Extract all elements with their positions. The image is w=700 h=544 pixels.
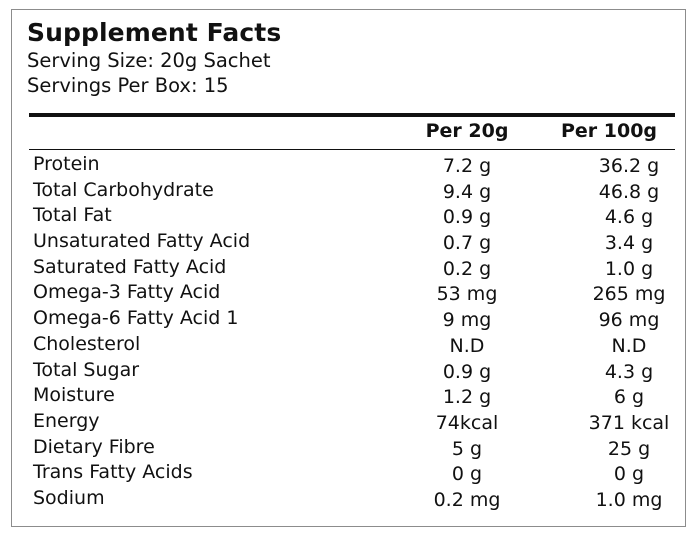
table-row: Cholesterol N.D N.D	[12, 333, 687, 359]
value-per-100g: 0 g	[613, 463, 645, 486]
table-row: Saturated Fatty Acid 0.2 g 1.0 g	[12, 256, 687, 282]
table-row: Omega-6 Fatty Acid 1 9 mg 96 mg	[12, 307, 687, 333]
nutrient-name: Omega-3 Fatty Acid	[33, 281, 221, 304]
nutrient-name: Trans Fatty Acids	[33, 461, 193, 484]
value-per-20g: 5 g	[451, 437, 483, 460]
table-row: Unsaturated Fatty Acid 0.7 g 3.4 g	[12, 230, 687, 256]
value-per-100g: 1.0 mg	[595, 488, 663, 511]
value-per-100g: 96 mg	[598, 309, 660, 332]
nutrient-name: Energy	[33, 409, 100, 432]
column-header-per-100g: Per 100g	[560, 120, 658, 142]
nutrient-name: Dietary Fibre	[33, 435, 155, 458]
nutrient-table: Protein 7.2 g 36.2 g Total Carbohydrate …	[12, 153, 687, 513]
value-per-20g: 53 mg	[436, 283, 498, 306]
table-row: Total Fat 0.9 g 4.6 g	[12, 204, 687, 230]
nutrient-name: Saturated Fatty Acid	[33, 255, 227, 278]
nutrient-name: Cholesterol	[33, 332, 141, 355]
header-thick-divider	[29, 113, 675, 117]
table-row: Moisture 1.2 g 6 g	[12, 384, 687, 410]
servings-per-box: Servings Per Box: 15	[27, 74, 229, 97]
value-per-100g: 46.8 g	[598, 180, 660, 203]
nutrient-name: Total Carbohydrate	[33, 178, 214, 201]
value-per-100g: 1.0 g	[604, 257, 654, 280]
value-per-100g: 25 g	[607, 437, 651, 460]
column-header-per-20g: Per 20g	[425, 120, 509, 142]
table-row: Total Carbohydrate 9.4 g 46.8 g	[12, 179, 687, 205]
value-per-100g: 6 g	[613, 386, 645, 409]
nutrient-name: Omega-6 Fatty Acid 1	[33, 307, 239, 330]
value-per-100g: N.D	[611, 334, 647, 357]
header-thin-divider	[29, 149, 675, 150]
nutrient-name: Total Sugar	[33, 358, 140, 381]
value-per-20g: N.D	[449, 334, 485, 357]
value-per-20g: 1.2 g	[442, 386, 492, 409]
table-row: Trans Fatty Acids 0 g 0 g	[12, 461, 687, 487]
nutrient-name: Moisture	[33, 384, 115, 407]
table-row: Protein 7.2 g 36.2 g	[12, 153, 687, 179]
nutrient-name: Protein	[33, 153, 100, 175]
value-per-20g: 0.7 g	[442, 232, 492, 255]
panel-title: Supplement Facts	[27, 18, 282, 47]
table-row: Total Sugar 0.9 g 4.3 g	[12, 359, 687, 385]
supplement-facts-panel: Supplement Facts Serving Size: 20g Sache…	[11, 9, 686, 527]
nutrient-name: Unsaturated Fatty Acid	[33, 230, 251, 253]
value-per-100g: 265 mg	[592, 283, 666, 306]
value-per-20g: 0.9 g	[442, 206, 492, 229]
nutrient-name: Sodium	[33, 486, 105, 509]
nutrient-name: Total Fat	[33, 204, 112, 227]
value-per-20g: 9 mg	[442, 309, 492, 332]
value-per-20g: 0.2 g	[442, 257, 492, 280]
value-per-20g: 0 g	[451, 463, 483, 486]
value-per-100g: 4.6 g	[604, 206, 654, 229]
value-per-20g: 7.2 g	[442, 155, 492, 177]
value-per-20g: 0.9 g	[442, 360, 492, 383]
table-row: Omega-3 Fatty Acid 53 mg 265 mg	[12, 281, 687, 307]
value-per-20g: 9.4 g	[442, 180, 492, 203]
table-row: Energy 74kcal 371 kcal	[12, 410, 687, 436]
table-row: Sodium 0.2 mg 1.0 mg	[12, 487, 687, 513]
serving-size: Serving Size: 20g Sachet	[27, 49, 271, 72]
value-per-20g: 0.2 mg	[433, 488, 501, 511]
value-per-20g: 74kcal	[435, 411, 499, 434]
table-row: Dietary Fibre 5 g 25 g	[12, 436, 687, 462]
value-per-100g: 4.3 g	[604, 360, 654, 383]
value-per-100g: 3.4 g	[604, 232, 654, 255]
value-per-100g: 371 kcal	[588, 411, 670, 434]
value-per-100g: 36.2 g	[598, 155, 660, 177]
